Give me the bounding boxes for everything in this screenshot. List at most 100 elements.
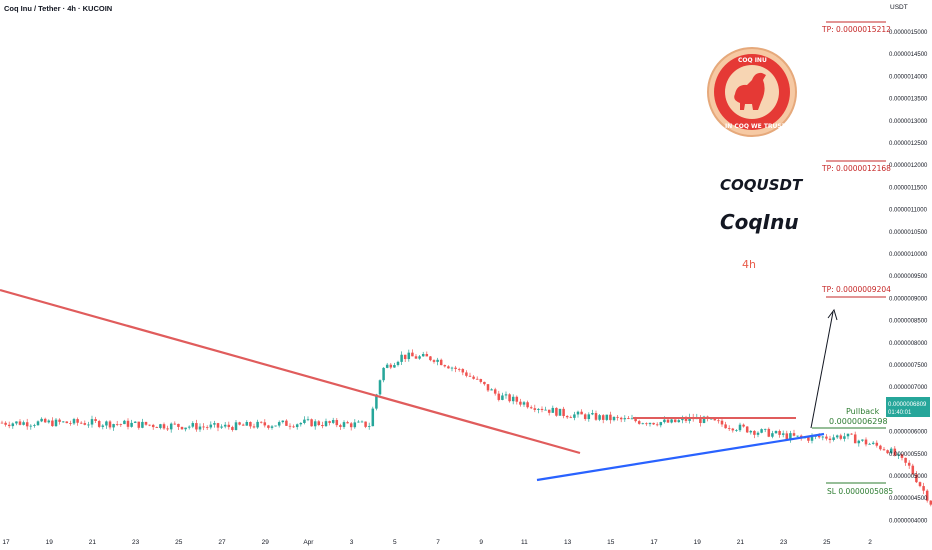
x-tick-label: 17 [2, 539, 10, 546]
x-tick-label: 11 [521, 539, 528, 546]
candle-body [205, 426, 209, 428]
tp-level-1[interactable]: TP: 0.0000015212 [821, 21, 891, 34]
candle-body [241, 424, 245, 426]
time-axis[interactable]: 17 19 21 23 25 27 29 Apr 3 5 7 9 11 13 15 17 19 21 23 25 2 [2, 539, 872, 546]
candle-body [457, 369, 461, 370]
candle-body [526, 402, 529, 408]
candle-body [421, 354, 425, 357]
candle-body [868, 443, 871, 445]
sl-level[interactable]: SL 0.0000005085 [826, 482, 893, 496]
y-tick-label: 0.0000014000 [889, 74, 928, 80]
candle-body [299, 422, 303, 425]
current-price-badge[interactable]: 0.0000006809 01:40:01 [886, 397, 930, 417]
candle-body [119, 424, 123, 425]
candle-body [126, 420, 130, 427]
candle-body [144, 421, 148, 425]
candle-body [749, 430, 753, 433]
pullback-value: 0.0000006298 [829, 417, 888, 426]
candle-body [259, 421, 263, 423]
candle-body [522, 402, 526, 405]
candle-body [4, 422, 7, 425]
y-tick-label: 0.0000009000 [889, 296, 928, 302]
projection-arrow[interactable] [810, 311, 834, 429]
x-tick-label: 5 [393, 539, 397, 546]
x-tick-label: 27 [218, 539, 226, 546]
candle-body [673, 419, 677, 423]
candle-body [162, 424, 166, 429]
y-tick-label: 0.0000007500 [889, 363, 928, 369]
candle-body [886, 450, 889, 454]
y-tick-label: 0.0000011500 [889, 185, 928, 191]
candle-body [742, 424, 745, 427]
candle-body [785, 433, 789, 440]
candle-body [792, 433, 796, 436]
candle-body [670, 419, 673, 423]
chart-title: Coq Inu / Tether · 4h · KUCOIN [4, 4, 113, 13]
candle-body [335, 420, 339, 426]
candle-body [346, 422, 349, 424]
candle-body [47, 420, 51, 423]
y-tick-label: 0.0000004000 [889, 518, 928, 524]
candle-body [634, 418, 637, 422]
candle-body [922, 486, 925, 491]
candle-body [155, 427, 159, 428]
y-tick-label: 0.0000011000 [889, 208, 928, 214]
candle-body [180, 426, 184, 430]
candle-body [796, 435, 799, 437]
candle-body [479, 379, 483, 382]
candle-body [263, 422, 267, 426]
candle-body [173, 423, 177, 425]
candle-body [465, 372, 468, 376]
tp-level-2[interactable]: TP: 0.0000012168 [821, 160, 891, 173]
x-tick-label: 17 [650, 539, 658, 546]
candle-body [562, 408, 565, 417]
candle-body [87, 424, 90, 426]
candle-body [54, 419, 58, 427]
candle-body [537, 408, 540, 410]
candle-body [904, 457, 907, 463]
support-trendline[interactable] [536, 432, 825, 482]
candle-body [850, 433, 853, 435]
candle-body [882, 449, 886, 451]
candle-body [583, 414, 587, 420]
candle-body [432, 360, 436, 362]
candle-body [353, 422, 357, 428]
candle-body [43, 418, 47, 423]
candle-body [396, 361, 400, 366]
candle-body [148, 424, 151, 426]
candle-body [587, 414, 591, 420]
candle-body [612, 416, 616, 421]
candle-body [195, 423, 198, 430]
candle-body [727, 428, 731, 429]
rooster-icon [734, 72, 766, 110]
candle-body [317, 421, 321, 426]
candle-body [191, 423, 195, 427]
x-tick-label: 25 [823, 539, 831, 546]
candle-body [331, 420, 335, 423]
candle-body [490, 389, 493, 391]
candle-body [897, 454, 900, 456]
candle-body [497, 393, 501, 400]
candle-body [580, 411, 583, 415]
candle-body [609, 414, 612, 421]
candle-body [825, 436, 828, 439]
candle-body [724, 424, 727, 429]
x-tick-label: 7 [436, 539, 440, 546]
candle-body [918, 482, 922, 487]
candle-body [238, 422, 241, 425]
candle-body [839, 435, 843, 439]
candle-body [900, 454, 904, 458]
y-tick-label: 0.0000015000 [889, 30, 928, 36]
tp-level-3[interactable]: TP: 0.0000009204 [821, 285, 891, 298]
candle-body [385, 364, 389, 368]
resistance-trendline[interactable] [0, 288, 581, 455]
x-tick-label: 21 [737, 539, 745, 546]
pullback-label: Pullback [846, 407, 880, 416]
candle-body [781, 433, 785, 435]
candle-body [202, 426, 205, 428]
candle-body [573, 414, 576, 418]
candle-body [159, 424, 162, 428]
pullback-level[interactable]: Pullback 0.0000006298 [812, 407, 888, 429]
candle-body [709, 418, 713, 420]
